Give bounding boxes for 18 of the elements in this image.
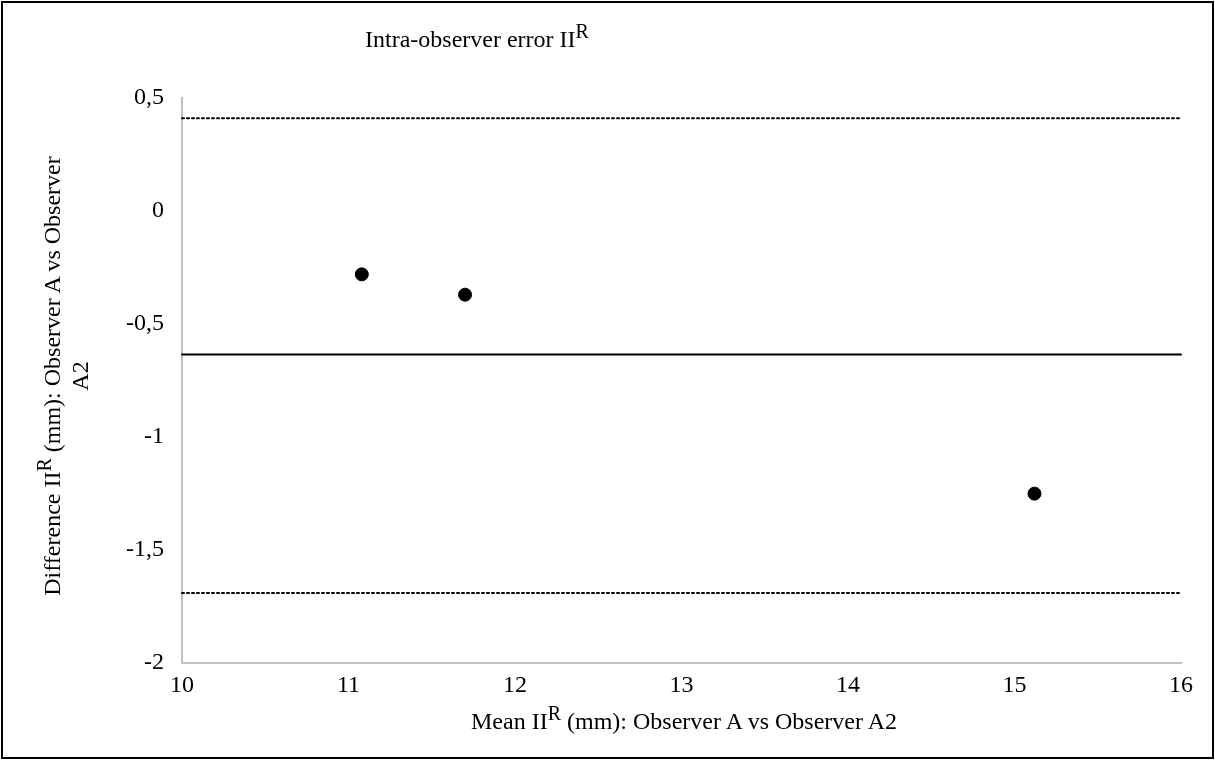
- y-tick-label: 0: [151, 196, 164, 223]
- point: [354, 267, 369, 282]
- point: [1027, 486, 1042, 501]
- x-tick-label: 13: [669, 670, 694, 697]
- x-tick-label: 14: [836, 670, 860, 697]
- x-tick-label: 12: [502, 670, 527, 697]
- chart-title: Intra-observer error II$^{R}$: [365, 20, 589, 53]
- x-tick-label: 16: [1169, 670, 1193, 697]
- y-tick-label: -2: [143, 648, 164, 675]
- y-tick-label: -1: [143, 422, 164, 449]
- point: [458, 287, 473, 302]
- y-tick-label: -1,5: [125, 535, 164, 562]
- y-tick-label: -0,5: [125, 309, 164, 336]
- x-axis-title: Mean II$^{R}$ (mm): Observer A vs Observer A2: [470, 702, 898, 735]
- x-tick-label: 11: [336, 670, 361, 697]
- y-tick-label: 0,5: [133, 83, 164, 110]
- x-tick-label: 10: [169, 670, 194, 697]
- x-tick-label: 15: [1002, 670, 1027, 697]
